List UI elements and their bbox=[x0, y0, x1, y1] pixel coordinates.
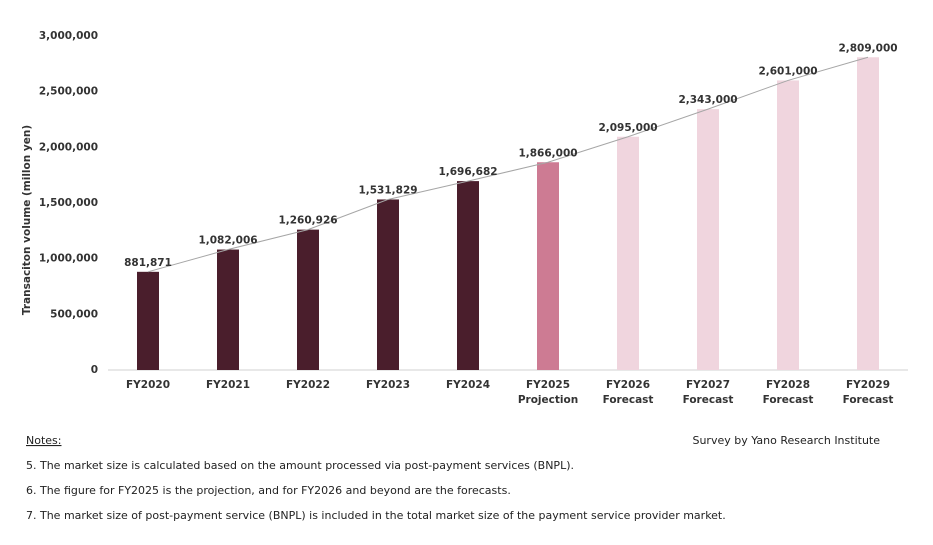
y-tick-label: 3,000,000 bbox=[39, 30, 98, 42]
y-tick-label: 2,500,000 bbox=[39, 86, 98, 98]
value-label: 2,095,000 bbox=[598, 122, 657, 134]
trend-line bbox=[147, 56, 869, 273]
x-tick-label: Forecast bbox=[843, 394, 894, 406]
bar bbox=[697, 109, 719, 371]
value-label: 1,866,000 bbox=[518, 147, 577, 159]
x-tick-label: Forecast bbox=[683, 394, 734, 406]
x-tick-label: FY2026 bbox=[606, 379, 650, 391]
bar bbox=[137, 271, 159, 370]
note: 7. The market size of post-payment servi… bbox=[26, 509, 726, 522]
value-label: 2,809,000 bbox=[838, 42, 897, 54]
bar bbox=[217, 249, 239, 370]
notes-heading: Notes: bbox=[26, 434, 61, 447]
bar bbox=[777, 80, 799, 370]
x-tick-label: Forecast bbox=[603, 394, 654, 406]
bar bbox=[617, 136, 639, 370]
bar bbox=[857, 57, 879, 370]
source: Survey by Yano Research Institute bbox=[692, 434, 880, 447]
bar bbox=[377, 199, 399, 370]
note: 6. The figure for FY2025 is the projecti… bbox=[26, 484, 511, 497]
x-tick-label: Projection bbox=[518, 394, 578, 406]
x-tick-label: FY2022 bbox=[286, 379, 330, 391]
value-label: 1,082,006 bbox=[198, 235, 257, 247]
y-tick-label: 0 bbox=[91, 364, 98, 376]
x-tick-label: FY2027 bbox=[686, 379, 730, 391]
value-label: 1,531,829 bbox=[358, 184, 417, 196]
y-axis-title: Transaciton volume (millon yen) bbox=[21, 125, 33, 315]
x-tick-label: FY2021 bbox=[206, 379, 250, 391]
value-label: 1,260,926 bbox=[278, 215, 337, 227]
bar bbox=[297, 229, 319, 370]
x-tick-label: FY2020 bbox=[126, 379, 170, 391]
y-tick-label: 1,000,000 bbox=[39, 253, 98, 265]
bar bbox=[457, 181, 479, 370]
value-label: 1,696,682 bbox=[438, 166, 497, 178]
x-tick-label: FY2023 bbox=[366, 379, 410, 391]
value-label: 2,343,000 bbox=[678, 94, 737, 106]
y-tick-label: 1,500,000 bbox=[39, 197, 98, 209]
x-tick-label: FY2029 bbox=[846, 379, 890, 391]
y-tick-label: 500,000 bbox=[50, 308, 98, 320]
value-label: 2,601,000 bbox=[758, 65, 817, 77]
x-tick-label: Forecast bbox=[763, 394, 814, 406]
value-label: 881,871 bbox=[124, 257, 172, 269]
y-tick-label: 2,000,000 bbox=[39, 141, 98, 153]
note: 5. The market size is calculated based o… bbox=[26, 459, 574, 472]
x-tick-label: FY2024 bbox=[446, 379, 490, 391]
x-tick-label: FY2025 bbox=[526, 379, 570, 391]
x-tick-label: FY2028 bbox=[766, 379, 810, 391]
bar bbox=[537, 162, 559, 370]
